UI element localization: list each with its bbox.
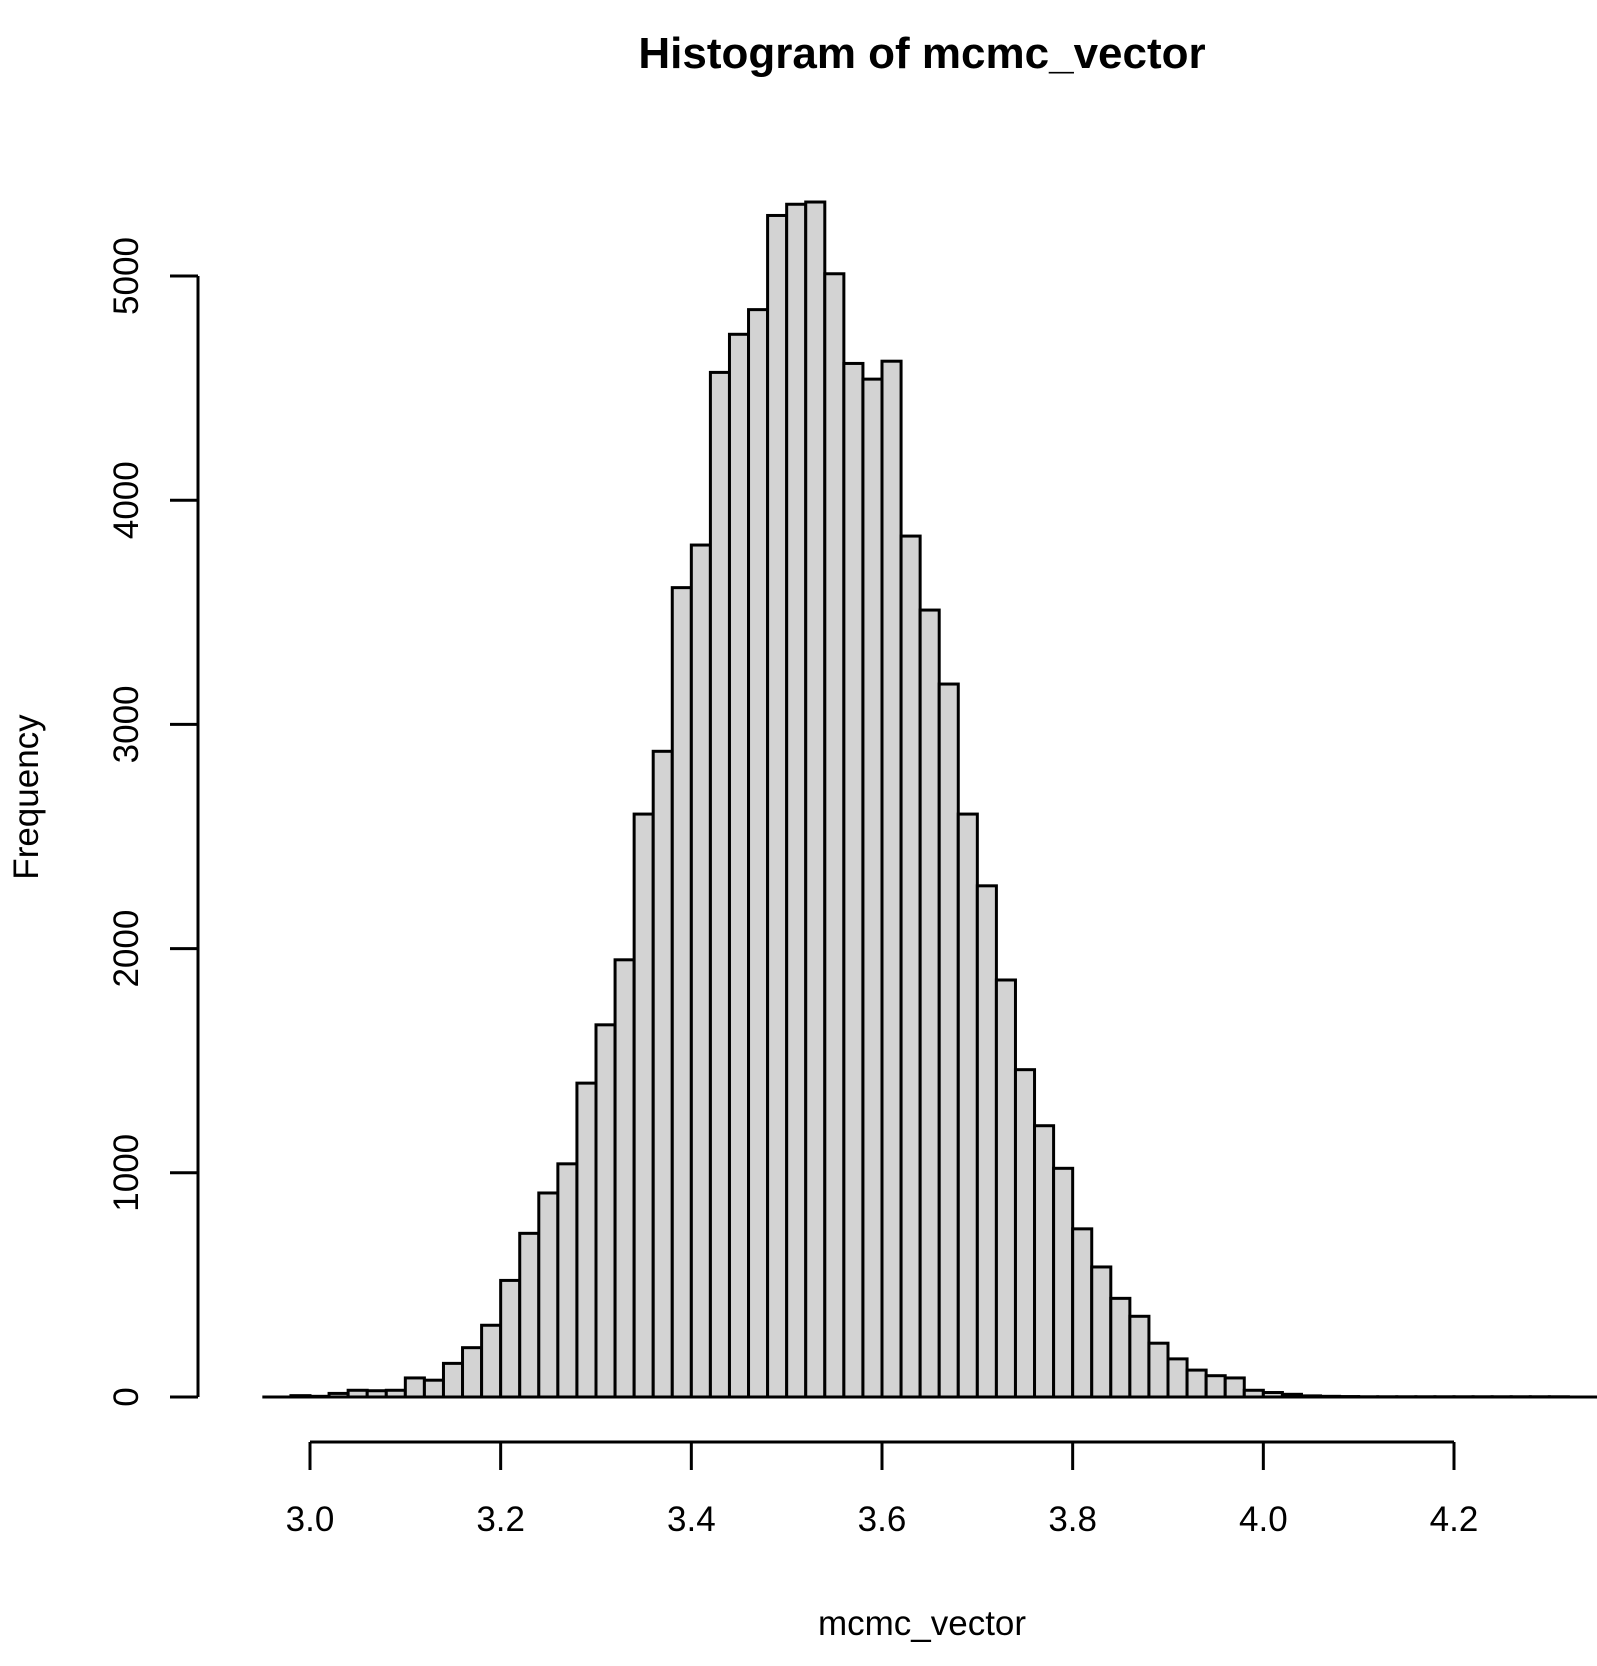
y-tick-label: 3000 <box>107 685 146 763</box>
histogram-bar <box>1187 1370 1206 1397</box>
histogram-bar <box>443 1363 462 1397</box>
histogram-bar <box>482 1325 501 1397</box>
histogram-bar <box>1092 1267 1111 1397</box>
histogram-bar <box>1073 1229 1092 1397</box>
histogram-bar <box>768 215 787 1397</box>
histogram-bar <box>596 1025 615 1397</box>
y-tick-label: 4000 <box>107 461 146 539</box>
histogram-bar <box>653 751 672 1397</box>
histogram-bar <box>729 334 748 1397</box>
histogram-bar <box>939 684 958 1397</box>
histogram-bar <box>920 610 939 1397</box>
x-tick-label: 3.6 <box>858 1500 907 1539</box>
histogram-bar <box>996 980 1015 1397</box>
y-tick-label: 5000 <box>107 237 146 315</box>
histogram-bar <box>1054 1168 1073 1397</box>
histogram-bar <box>424 1380 443 1397</box>
histogram-bar <box>1015 1070 1034 1397</box>
histogram-bar <box>539 1193 558 1397</box>
histogram-bar <box>558 1164 577 1397</box>
x-tick-label: 3.4 <box>667 1500 716 1539</box>
x-tick-label: 3.2 <box>476 1500 525 1539</box>
histogram-bar <box>825 274 844 1397</box>
histogram-bar <box>501 1280 520 1397</box>
histogram-bar <box>634 814 653 1397</box>
x-axis-label: mcmc_vector <box>818 1604 1026 1643</box>
histogram-bar <box>787 204 806 1397</box>
histogram-bar <box>806 202 825 1397</box>
histogram-bar <box>958 814 977 1397</box>
histogram-bar <box>1168 1359 1187 1397</box>
histogram-bar <box>672 588 691 1397</box>
histogram-bar <box>1111 1298 1130 1397</box>
histogram-bar <box>1130 1316 1149 1397</box>
y-tick-label: 1000 <box>107 1134 146 1212</box>
chart-title: Histogram of mcmc_vector <box>638 29 1205 78</box>
histogram-bar <box>1149 1343 1168 1397</box>
y-axis-label: Frequency <box>7 714 46 880</box>
x-tick-label: 3.8 <box>1048 1500 1097 1539</box>
histogram-bar <box>520 1233 539 1397</box>
histogram-bar <box>1206 1376 1225 1397</box>
histogram-bar <box>844 363 863 1397</box>
x-axis: 3.0 3.2 3.4 3.6 3.8 4.0 4.2 <box>286 1442 1479 1539</box>
y-tick-label: 0 <box>107 1387 146 1406</box>
x-tick-label: 4.2 <box>1430 1500 1479 1539</box>
histogram-bar <box>863 379 882 1397</box>
histogram-bar <box>977 886 996 1397</box>
y-tick-label: 2000 <box>107 910 146 988</box>
histogram-bar <box>749 310 768 1397</box>
x-tick-label: 3.0 <box>286 1500 335 1539</box>
histogram-bar <box>1225 1378 1244 1397</box>
y-axis: 0 1000 2000 3000 4000 5000 <box>107 237 198 1407</box>
histogram-bar <box>615 960 634 1397</box>
histogram-bar <box>710 372 729 1397</box>
histogram-bar <box>463 1348 482 1397</box>
histogram-bar <box>691 545 710 1397</box>
bars-group <box>291 202 1568 1397</box>
histogram-bar <box>405 1378 424 1397</box>
histogram-bar <box>577 1083 596 1397</box>
histogram-bar <box>1035 1126 1054 1397</box>
x-tick-label: 4.0 <box>1239 1500 1288 1539</box>
histogram-bar <box>901 536 920 1397</box>
histogram-bar <box>882 361 901 1397</box>
